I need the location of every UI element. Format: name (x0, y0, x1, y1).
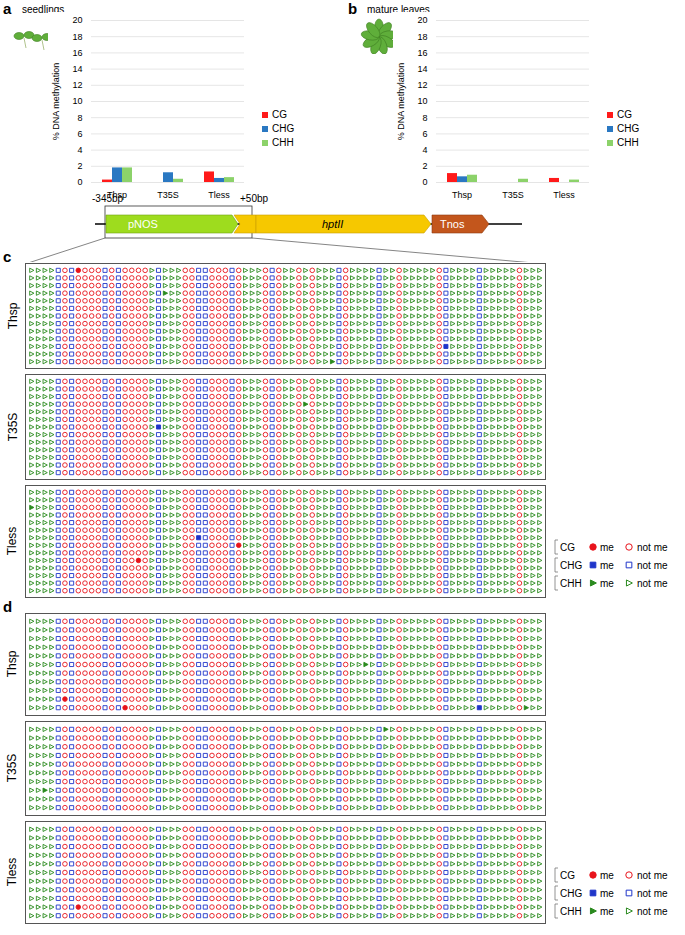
svg-text:0: 0 (422, 177, 427, 187)
svg-text:Tless: Tless (553, 190, 575, 200)
svg-text:not me: not me (637, 578, 668, 589)
html-text:d: d (3, 598, 13, 615)
svg-text:me: me (600, 542, 614, 553)
svg-text:14: 14 (417, 64, 427, 74)
html-text:Tless: Tless (5, 526, 19, 556)
svg-text:16: 16 (72, 48, 82, 58)
svg-text:CG: CG (560, 870, 575, 881)
svg-text:Thsp: Thsp (452, 190, 472, 200)
html-text:CG: CG (272, 109, 287, 120)
svg-text:not me: not me (637, 870, 668, 881)
svg-text:Tnos: Tnos (440, 218, 465, 230)
svg-text:me: me (600, 560, 614, 571)
html-text:Tless: Tless (5, 857, 19, 887)
svg-text:CHH: CHH (560, 906, 582, 917)
svg-text:10: 10 (72, 96, 82, 106)
html-text:CHH: CHH (272, 137, 294, 148)
svg-text:me: me (600, 578, 614, 589)
svg-text:not me: not me (637, 560, 668, 571)
svg-text:me: me (600, 870, 614, 881)
svg-text:T35S: T35S (157, 190, 179, 200)
svg-text:18: 18 (72, 32, 82, 42)
svg-text:12: 12 (72, 80, 82, 90)
svg-text:me: me (600, 888, 614, 899)
svg-text:6: 6 (77, 129, 82, 139)
svg-text:14: 14 (72, 64, 82, 74)
svg-text:CHH: CHH (560, 578, 582, 589)
html-text:CG: CG (617, 109, 632, 120)
svg-text:20: 20 (72, 15, 82, 25)
svg-text:+50bp: +50bp (240, 193, 269, 204)
svg-text:not me: not me (637, 906, 668, 917)
svg-text:me: me (600, 906, 614, 917)
svg-text:pNOS: pNOS (128, 218, 158, 230)
svg-text:20: 20 (417, 15, 427, 25)
html-text:T35S: T35S (5, 412, 19, 441)
svg-text:% DNA methylation: % DNA methylation (396, 63, 406, 141)
html-text:CHG: CHG (272, 123, 295, 134)
html-text:a: a (3, 0, 12, 17)
svg-text:16: 16 (417, 48, 427, 58)
svg-text:8: 8 (77, 113, 82, 123)
html-text:c: c (3, 248, 12, 265)
html-text:Thsp: Thsp (5, 650, 19, 678)
html-text:T35S: T35S (5, 753, 19, 783)
svg-text:4: 4 (77, 145, 82, 155)
svg-text:10: 10 (417, 96, 427, 106)
svg-text:2: 2 (422, 161, 427, 171)
svg-text:6: 6 (422, 129, 427, 139)
svg-text:CHG: CHG (560, 560, 582, 571)
svg-text:T35S: T35S (502, 190, 524, 200)
svg-text:Tless: Tless (208, 190, 230, 200)
svg-text:hptII: hptII (322, 218, 343, 230)
html-text:CHH: CHH (617, 137, 639, 148)
svg-text:18: 18 (417, 32, 427, 42)
svg-text:% DNA methylation: % DNA methylation (51, 63, 61, 141)
svg-text:4: 4 (422, 145, 427, 155)
html-text:b: b (348, 0, 358, 17)
svg-text:8: 8 (422, 113, 427, 123)
svg-text:12: 12 (417, 80, 427, 90)
svg-text:0: 0 (77, 177, 82, 187)
svg-text:2: 2 (77, 161, 82, 171)
svg-text:CG: CG (560, 542, 575, 553)
svg-text:not me: not me (637, 542, 668, 553)
svg-text:not me: not me (637, 888, 668, 899)
html-text:Thsp: Thsp (5, 302, 19, 329)
html-text:CHG: CHG (617, 123, 640, 134)
html-text:mature leaves: mature leaves (367, 4, 430, 15)
svg-text:-345bp: -345bp (92, 193, 124, 204)
html-text:seedlings: seedlings (22, 4, 65, 15)
svg-text:CHG: CHG (560, 888, 582, 899)
